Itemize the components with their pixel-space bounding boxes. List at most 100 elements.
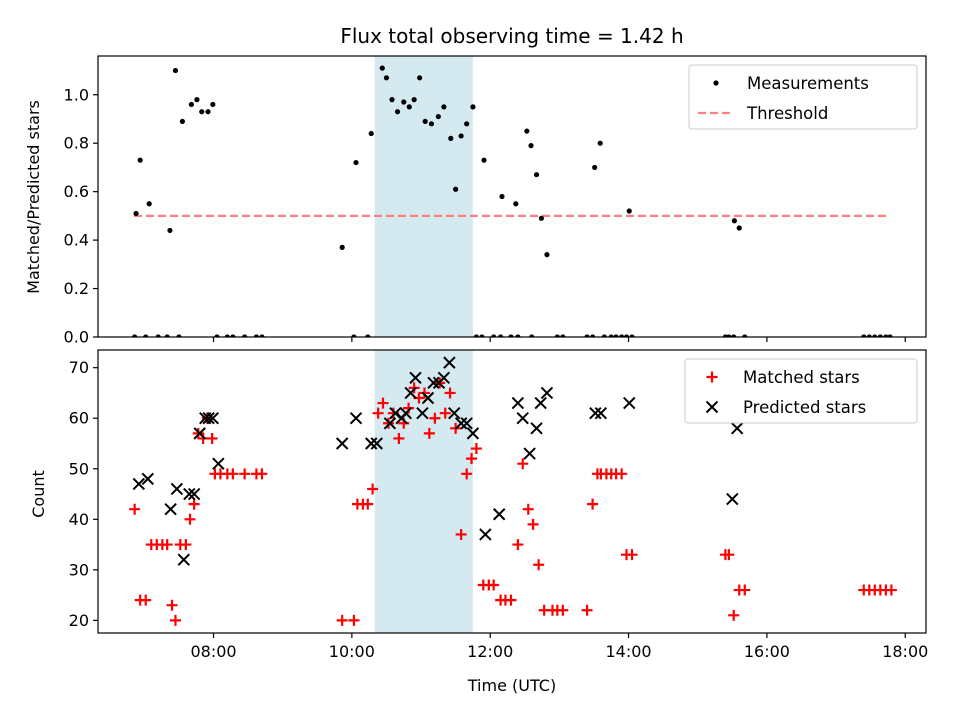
bottom-point-0-64 (557, 604, 569, 616)
bottom-point-1-24 (427, 376, 440, 390)
bottom-point-1-23 (421, 391, 435, 405)
top-point-0-76 (731, 334, 737, 337)
bottom-ytick-label-2: 40 (69, 510, 89, 529)
top-point-0-39 (544, 252, 550, 258)
top-point-0-34 (513, 201, 519, 207)
top-point-0-48 (164, 334, 170, 337)
bottom-point-1-13 (349, 412, 363, 425)
bottom-ytick-label-5: 70 (69, 358, 89, 377)
top-point-0-7 (194, 97, 200, 103)
top-ytick-label-4: 0.8 (64, 134, 89, 153)
top-point-0-42 (626, 208, 632, 214)
bottom-xtick-label-5: 18:00 (882, 642, 928, 661)
bottom-point-0-44 (444, 387, 456, 399)
bottom-point-1-31 (466, 427, 480, 440)
bottom-point-1-1 (141, 472, 155, 486)
bottom-point-1-26 (437, 371, 451, 385)
top-point-0-80 (872, 334, 878, 337)
top-point-0-23 (422, 118, 428, 125)
bottom-point-0-28 (362, 498, 374, 510)
bottom-point-1-20 (404, 386, 417, 400)
bottom-point-1-35 (516, 412, 529, 425)
bottom-point-0-10 (180, 539, 192, 551)
top-point-0-56 (365, 334, 371, 337)
bottom-point-0-79 (739, 584, 751, 596)
top-point-0-4 (172, 67, 179, 74)
top-point-0-37 (533, 172, 540, 178)
chart-title: Flux total observing time = 1.42 h (340, 24, 683, 48)
top-ytick-label-1: 0.2 (64, 279, 89, 298)
bottom-point-1-40 (589, 406, 602, 420)
top-point-0-8 (199, 109, 205, 115)
top-point-0-33 (499, 193, 505, 200)
bottom-point-0-58 (522, 503, 534, 515)
top-point-0-26 (441, 104, 447, 110)
bottom-legend-swatch-0 (706, 371, 718, 383)
bottom-point-1-9 (202, 412, 215, 425)
bottom-point-0-12 (188, 498, 200, 510)
top-highlight-span (374, 56, 473, 337)
top-point-0-50 (224, 334, 230, 337)
top-point-0-55 (351, 334, 357, 337)
bottom-point-0-20 (227, 468, 239, 480)
top-point-0-40 (592, 164, 598, 171)
bottom-xtick-label-2: 12:00 (467, 642, 513, 661)
bottom-point-1-14 (365, 437, 378, 450)
top-point-0-28 (453, 186, 459, 192)
bottom-point-0-40 (423, 427, 435, 439)
bottom-point-1-22 (416, 406, 429, 420)
top-point-0-71 (619, 334, 625, 337)
bottom-point-0-11 (184, 513, 196, 525)
top-point-0-32 (481, 157, 487, 163)
bottom-point-1-38 (534, 396, 547, 410)
bottom-point-1-3 (170, 482, 184, 496)
bottom-point-0-25 (348, 614, 360, 626)
bottom-point-1-7 (193, 427, 206, 440)
top-ylabel: Matched/Predicted stars (24, 100, 43, 294)
top-point-0-58 (479, 334, 485, 337)
bottom-point-1-32 (479, 528, 492, 541)
top-ytick-label-5: 1.0 (64, 85, 89, 104)
top-point-0-82 (883, 334, 889, 337)
bottom-point-0-65 (581, 604, 593, 616)
top-point-0-75 (726, 334, 732, 337)
top-point-0-67 (589, 334, 596, 337)
top-point-0-46 (143, 334, 149, 337)
bottom-point-0-6 (161, 539, 173, 551)
bottom-xlabel: Time (UTC) (467, 676, 556, 695)
bottom-point-0-30 (372, 407, 384, 419)
bottom-point-0-31 (377, 397, 389, 409)
top-point-0-66 (584, 334, 590, 337)
top-point-0-36 (528, 143, 534, 149)
top-point-0-14 (368, 130, 374, 137)
bottom-point-1-15 (370, 437, 383, 450)
top-point-0-65 (560, 334, 566, 337)
top-point-0-6 (188, 101, 194, 108)
top-ytick-label-0: 0.0 (64, 328, 89, 347)
top-point-0-18 (394, 109, 401, 115)
bottom-point-1-10 (206, 412, 220, 425)
bottom-xtick-label-3: 14:00 (606, 642, 652, 661)
bottom-point-0-21 (239, 468, 251, 480)
bottom-point-1-43 (726, 492, 739, 506)
bottom-point-1-41 (594, 406, 608, 420)
top-point-0-63 (529, 334, 535, 337)
top-point-0-30 (464, 121, 470, 127)
top-ytick-label-2: 0.4 (64, 231, 89, 250)
top-point-0-70 (613, 334, 619, 337)
bottom-point-0-47 (461, 468, 473, 480)
top-point-0-59 (491, 334, 497, 337)
top-point-0-10 (210, 101, 216, 108)
bottom-point-1-5 (183, 487, 196, 501)
bottom-point-0-24 (336, 614, 348, 626)
top-point-0-21 (411, 97, 417, 103)
top-point-0-41 (597, 140, 603, 146)
bottom-point-0-60 (533, 559, 545, 571)
bottom-legend-box (684, 358, 918, 424)
bottom-point-0-46 (455, 528, 467, 540)
bottom-panel: 20 30 40 50 60 70 08:00 10:00 12:00 14:00 16:00 18:… (69, 349, 928, 661)
bottom-point-1-0 (132, 477, 146, 491)
bottom-point-0-52 (488, 579, 500, 591)
top-ytick-label-3: 0.6 (64, 182, 89, 201)
